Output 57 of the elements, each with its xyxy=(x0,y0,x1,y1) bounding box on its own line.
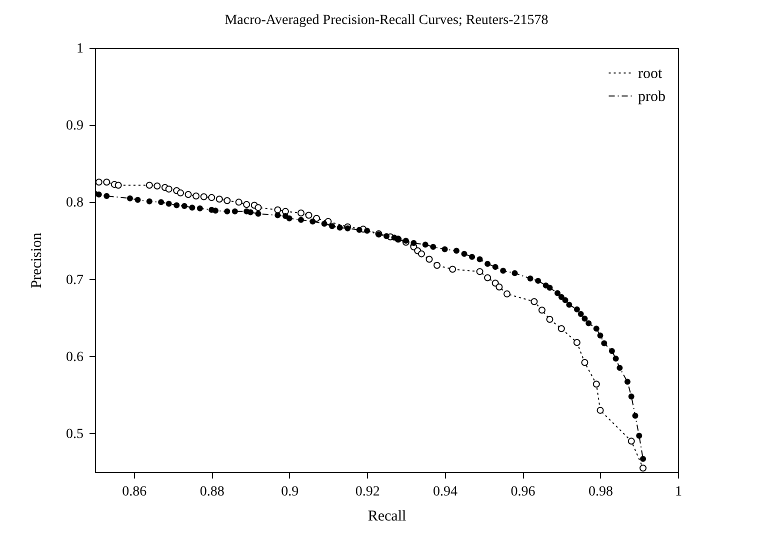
x-tick-label: 0.92 xyxy=(355,484,380,500)
point xyxy=(114,182,122,189)
point xyxy=(484,274,492,282)
point xyxy=(177,189,184,196)
point xyxy=(581,359,588,366)
point xyxy=(165,186,172,193)
y-tick-label: 0.8 xyxy=(66,196,84,211)
point xyxy=(146,182,153,189)
point xyxy=(640,464,647,472)
point xyxy=(426,256,433,263)
point xyxy=(503,290,510,298)
point xyxy=(313,214,320,222)
x-tick-label: 0.94 xyxy=(433,484,458,500)
y-tick-label: 0.7 xyxy=(66,272,84,288)
y-tick-label: 0.5 xyxy=(66,426,84,442)
point xyxy=(184,190,192,198)
point xyxy=(305,212,312,219)
point xyxy=(530,298,538,306)
y-tick-label: 0.9 xyxy=(66,118,84,134)
point xyxy=(274,206,282,214)
x-axis-title: Recall xyxy=(368,508,406,524)
point xyxy=(449,266,456,273)
x-tick-label: 0.86 xyxy=(122,484,147,500)
point xyxy=(558,325,565,332)
x-tick-label: 0.98 xyxy=(588,484,614,500)
point xyxy=(254,204,262,212)
point xyxy=(573,338,580,346)
point xyxy=(596,406,604,414)
chart-title: Macro-Averaged Precision-Recall Curves; Reuters-21578 xyxy=(224,13,548,28)
point xyxy=(243,201,250,208)
point xyxy=(546,316,554,323)
legend-label: prob xyxy=(638,89,666,105)
y-axis-title: Precision xyxy=(29,232,45,288)
x-tick-label: 0.88 xyxy=(200,484,224,500)
legend-label: root xyxy=(638,66,663,82)
point xyxy=(154,182,161,190)
y-tick-label: 1 xyxy=(76,42,84,56)
point xyxy=(592,380,600,388)
point xyxy=(208,194,216,202)
point xyxy=(628,438,635,445)
y-tick-label: 0.6 xyxy=(66,350,84,365)
point xyxy=(103,178,110,186)
point xyxy=(476,268,484,276)
point xyxy=(538,306,546,314)
x-tick-label: 0.9 xyxy=(281,484,299,500)
point xyxy=(200,193,208,200)
point xyxy=(235,198,242,206)
point xyxy=(496,283,503,290)
point xyxy=(216,196,223,203)
point xyxy=(418,250,425,258)
point xyxy=(192,192,200,200)
x-tick-label: 1 xyxy=(675,484,682,500)
x-tick-label: 0.96 xyxy=(510,484,536,500)
point xyxy=(224,197,231,204)
point xyxy=(297,209,304,216)
point xyxy=(95,178,102,186)
point xyxy=(434,262,441,269)
